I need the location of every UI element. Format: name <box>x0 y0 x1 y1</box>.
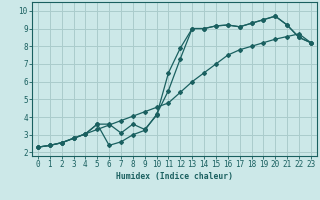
X-axis label: Humidex (Indice chaleur): Humidex (Indice chaleur) <box>116 172 233 181</box>
